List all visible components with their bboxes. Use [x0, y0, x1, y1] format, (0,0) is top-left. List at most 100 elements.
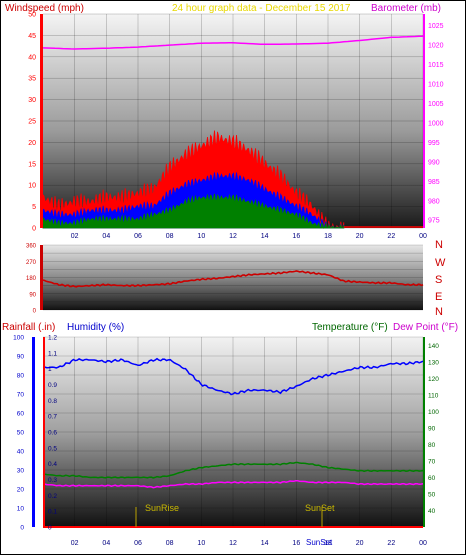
windspeed-tick-7: 35	[28, 76, 36, 83]
humidity-tick-1: 10	[17, 506, 25, 513]
temperature-axis-title: Temperature (°F)	[312, 322, 388, 333]
sunset-label: SunSet	[305, 503, 335, 513]
dewpoint-series	[42, 479, 424, 489]
panel3-xtick-4: 10	[197, 540, 205, 547]
direction-axis-bar	[40, 245, 43, 310]
humidity-axis-bar	[32, 337, 35, 527]
windspeed-tick-3: 15	[28, 161, 36, 168]
rain-tick-11: 1.1	[48, 350, 57, 357]
windspeed-tick-2: 10	[28, 183, 36, 190]
direction-tick-0: 0	[33, 309, 37, 315]
humidity-tick-9: 90	[17, 354, 25, 361]
rain-tick-1: 0.1	[48, 509, 57, 516]
rain-tick-4: 0.4	[48, 461, 57, 468]
temperature-tick-7: 110	[428, 392, 439, 399]
temperature-tick-9: 130	[428, 359, 439, 366]
rain-tick-6: 0.6	[48, 430, 57, 437]
temperature-tick-8: 120	[428, 376, 439, 383]
panel3-xtick-10: 22	[387, 540, 395, 547]
windspeed-tick-8: 40	[28, 54, 36, 61]
humidity-series	[42, 357, 424, 396]
dewpoint-axis-title: Dew Point (°F)	[393, 322, 458, 333]
barometer-tick-9: 1020	[428, 43, 444, 50]
temperature-tick-10: 140	[428, 343, 439, 350]
humidity-tick-2: 20	[17, 487, 25, 494]
barometer-tick-10: 1025	[428, 23, 444, 30]
panel1-xtick-7: 16	[292, 233, 300, 240]
barometer-tick-7: 1010	[428, 82, 444, 89]
temperature-tick-2: 60	[428, 475, 436, 482]
humidity-tick-4: 40	[17, 449, 25, 456]
panel3-xtick-3: 08	[166, 540, 174, 547]
windspeed-tick-1: 5	[32, 204, 36, 211]
barometer-tick-0: 975	[428, 218, 440, 225]
humidity-tick-0: 0	[20, 525, 24, 532]
direction-label-n-bottom: N	[435, 306, 443, 318]
panel3-xtick-8: 18	[324, 540, 332, 547]
rain-tick-8: 0.8	[48, 398, 57, 405]
panel1-xtick-11: 00	[419, 233, 427, 240]
wind-min-series	[42, 193, 345, 229]
rainfall-axis-bar	[43, 337, 45, 527]
direction-label-w: W	[435, 257, 446, 269]
rain-tick-0: 0	[48, 525, 52, 532]
panel2-background	[43, 245, 423, 310]
rainfall-axis-title: Rainfall (.in)	[2, 322, 55, 333]
windspeed-tick-10: 50	[28, 12, 36, 19]
temperature-tick-4: 80	[428, 442, 436, 449]
panel1-xtick-1: 04	[102, 233, 110, 240]
humidity-tick-3: 30	[17, 468, 25, 475]
windspeed-tick-0: 0	[32, 226, 36, 233]
direction-tick-4: 180	[26, 276, 37, 282]
barometer-tick-6: 1005	[428, 101, 444, 108]
barometer-series	[42, 35, 424, 50]
barometer-tick-5: 1000	[428, 120, 444, 127]
rain-tick-3: 0.3	[48, 477, 57, 484]
barometer-axis-title: Barometer (mb)	[371, 3, 441, 14]
temperature-series	[42, 461, 424, 479]
humidity-tick-7: 70	[17, 392, 25, 399]
panel3-xtick-7: 16	[292, 540, 300, 547]
panel3-xtick-9: 20	[356, 540, 364, 547]
humidity-tick-8: 80	[17, 373, 25, 380]
humidity-tick-10: 100	[13, 335, 24, 342]
panel1-xtick-5: 12	[229, 233, 237, 240]
temperature-tick-6: 100	[428, 409, 439, 416]
wind-direction-panel: 0 90 180 270 360	[26, 244, 424, 315]
barometer-tick-3: 990	[428, 159, 440, 166]
windspeed-axis-bar	[40, 14, 43, 228]
panel3-xtick-1: 04	[102, 540, 110, 547]
direction-label-n-top: N	[435, 239, 443, 251]
panel1-xtick-4: 10	[197, 233, 205, 240]
rain-tick-2: 0.2	[48, 493, 57, 500]
panel1-xtick-0: 02	[71, 233, 79, 240]
temperature-tick-0: 40	[428, 508, 436, 515]
panel3-xtick-6: 14	[261, 540, 269, 547]
chart-title: 24 hour graph data - December 15 2017	[172, 3, 351, 14]
barometer-axis-bar	[423, 14, 425, 228]
rain-tick-9: 0.9	[48, 382, 57, 389]
direction-labels: N W S E N	[435, 239, 446, 318]
panel1-xtick-6: 14	[261, 233, 269, 240]
temperature-tick-1: 50	[428, 491, 436, 498]
windspeed-tick-6: 30	[28, 97, 36, 104]
sunset-axis-label: SunSet	[306, 538, 333, 547]
panel1-xtick-8: 18	[324, 233, 332, 240]
barometer-tick-2: 985	[428, 179, 440, 186]
temperature-tick-5: 90	[428, 425, 436, 432]
humidity-tick-6: 60	[17, 411, 25, 418]
panel1-xtick-3: 08	[166, 233, 174, 240]
temperature-tick-3: 70	[428, 458, 436, 465]
rain-tick-10: 1	[48, 366, 52, 373]
barometer-tick-4: 995	[428, 140, 440, 147]
panel1-xtick-10: 22	[387, 233, 395, 240]
humidity-tick-5: 50	[17, 430, 25, 437]
direction-tick-8: 360	[26, 244, 37, 250]
panel1-xtick-2: 06	[134, 233, 142, 240]
panel1-xtick-9: 20	[356, 233, 364, 240]
panel3-xtick-11: 00	[419, 540, 427, 547]
panel3-xtick-0: 02	[71, 540, 79, 547]
